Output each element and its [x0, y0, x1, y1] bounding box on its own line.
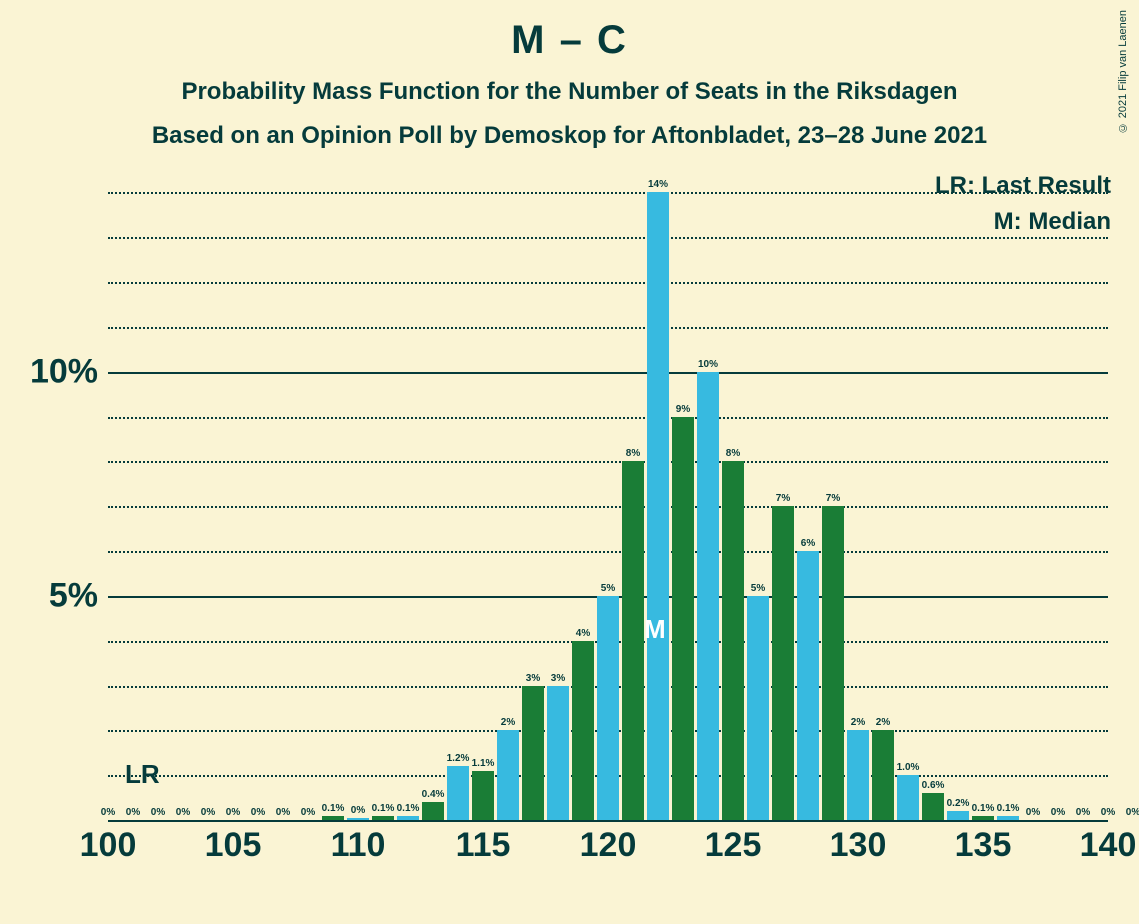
bar-label: 0%: [251, 807, 265, 820]
bar: 1.2%: [447, 766, 470, 820]
bar-label: 0%: [126, 807, 140, 820]
gridline-minor: [108, 192, 1108, 194]
x-tick-label: 105: [205, 820, 262, 865]
x-tick-label: 110: [331, 820, 386, 865]
bar: 0.4%: [422, 802, 445, 820]
gridline-minor: [108, 237, 1108, 239]
bar-label: 0%: [101, 807, 115, 820]
bar: 10%: [697, 372, 720, 820]
bar: 5%: [597, 596, 620, 820]
bar-label: 9%: [676, 404, 690, 417]
bar-label: 0.1%: [972, 803, 995, 816]
bar-label: 0%: [1101, 807, 1115, 820]
bar: 0.1%: [972, 816, 995, 820]
bar-label: 7%: [776, 493, 790, 506]
bar-label: 0%: [1076, 807, 1090, 820]
chart-container: M – C Probability Mass Function for the …: [0, 0, 1139, 924]
bar: 14%: [647, 192, 670, 820]
median-marker: M: [644, 614, 666, 645]
gridline-major: [108, 372, 1108, 374]
bar: 7%: [822, 506, 845, 820]
chart-subtitle-2: Based on an Opinion Poll by Demoskop for…: [0, 122, 1139, 150]
bar-label: 4%: [576, 628, 590, 641]
bar-label: 0%: [276, 807, 290, 820]
bar-label: 0%: [301, 807, 315, 820]
bar: 2%: [847, 730, 870, 820]
bar: 1.0%: [897, 775, 920, 820]
gridline-minor: [108, 282, 1108, 284]
bar-label: 10%: [698, 359, 718, 372]
bar: 3%: [522, 686, 545, 820]
x-tick-label: 130: [830, 820, 887, 865]
bar: 9%: [672, 417, 695, 820]
bar: 0.1%: [372, 816, 395, 820]
bar-label: 1.2%: [447, 753, 470, 766]
bar: 8%: [622, 461, 645, 820]
bar-label: 0.1%: [397, 803, 420, 816]
gridline-minor: [108, 506, 1108, 508]
bar-label: 0.2%: [947, 798, 970, 811]
bar: 0%: [347, 818, 370, 820]
x-tick-label: 100: [80, 820, 137, 865]
bar-label: 5%: [601, 583, 615, 596]
x-tick-label: 140: [1080, 820, 1137, 865]
gridline-minor: [108, 327, 1108, 329]
gridline-minor: [108, 417, 1108, 419]
bar-label: 0%: [201, 807, 215, 820]
bar-label: 3%: [526, 673, 540, 686]
bar-label: 14%: [648, 179, 668, 192]
bar-label: 3%: [551, 673, 565, 686]
bar: 0.1%: [397, 816, 420, 820]
bar-label: 8%: [626, 448, 640, 461]
gridline-minor: [108, 551, 1108, 553]
y-tick-label: 5%: [49, 576, 108, 615]
copyright-text: © 2021 Filip van Laenen: [1117, 10, 1129, 133]
bar: 2%: [872, 730, 895, 820]
chart-title-text: M – C: [511, 18, 628, 62]
chart-subtitle-1: Probability Mass Function for the Number…: [0, 78, 1139, 106]
x-tick-label: 125: [705, 820, 762, 865]
bar-label: 5%: [751, 583, 765, 596]
bar: 0.6%: [922, 793, 945, 820]
bar: 8%: [722, 461, 745, 820]
bar: 2%: [497, 730, 520, 820]
bar-label: 8%: [726, 448, 740, 461]
y-tick-label: 10%: [30, 352, 108, 391]
bar-label: 0.6%: [922, 780, 945, 793]
bar-label: 1.1%: [472, 758, 495, 771]
bar: 6%: [797, 551, 820, 820]
bar-label: 0.1%: [322, 803, 345, 816]
bar: 1.1%: [472, 771, 495, 820]
bar-label: 0%: [351, 805, 365, 818]
x-tick-label: 120: [580, 820, 637, 865]
bar-label: 0.4%: [422, 789, 445, 802]
bar-label: 2%: [501, 717, 515, 730]
x-tick-label: 135: [955, 820, 1012, 865]
bar-label: 1.0%: [897, 762, 920, 775]
bar: 0.2%: [947, 811, 970, 820]
gridline-minor: [108, 461, 1108, 463]
bar-label: 2%: [851, 717, 865, 730]
bar: 7%: [772, 506, 795, 820]
bar-label: 2%: [876, 717, 890, 730]
plot-area: 5%10%1001051101151201251301351400%0%0%0%…: [108, 170, 1108, 820]
bar-label: 6%: [801, 538, 815, 551]
bar-label: 0%: [226, 807, 240, 820]
bar-label: 0%: [176, 807, 190, 820]
chart-title: M – C: [0, 18, 1139, 63]
bar: 5%: [747, 596, 770, 820]
bar-label: 0%: [1126, 807, 1139, 820]
bar-label: 0.1%: [372, 803, 395, 816]
x-tick-label: 115: [456, 820, 511, 865]
bar: 4%: [572, 641, 595, 820]
bar: 3%: [547, 686, 570, 820]
bar-label: 0%: [151, 807, 165, 820]
bar: 0.1%: [997, 816, 1020, 820]
bar-label: 7%: [826, 493, 840, 506]
bar: 0.1%: [322, 816, 345, 820]
bar-label: 0.1%: [997, 803, 1020, 816]
bar-label: 0%: [1026, 807, 1040, 820]
lr-marker: LR: [125, 759, 160, 790]
bar-label: 0%: [1051, 807, 1065, 820]
